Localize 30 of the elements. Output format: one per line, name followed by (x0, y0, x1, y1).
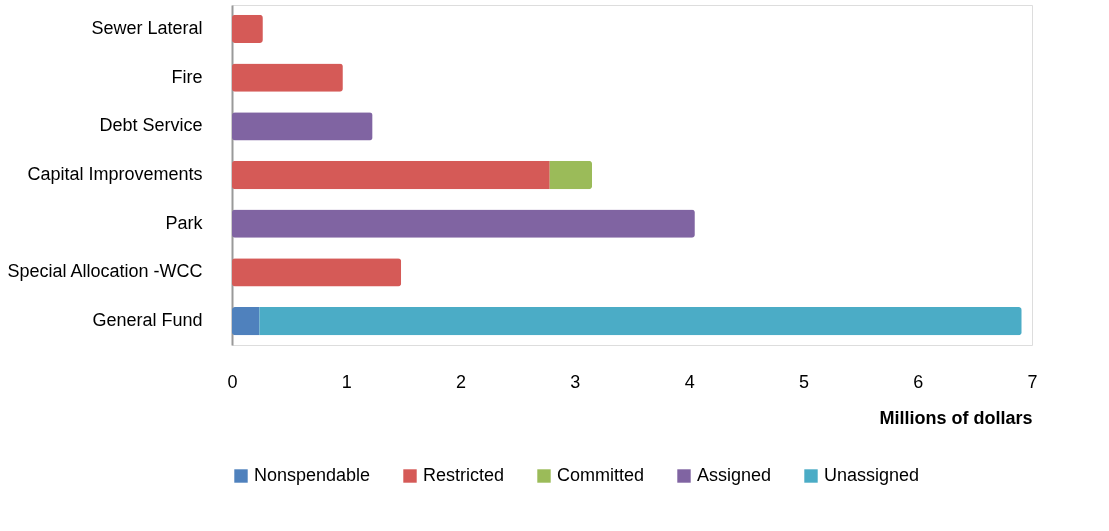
legend-label: Unassigned (824, 465, 920, 485)
y-tick-label: Sewer Lateral (91, 17, 203, 38)
x-tick-label: 0 (227, 371, 238, 392)
y-tick-label: Debt Service (99, 115, 203, 136)
bar (232, 160, 550, 190)
y-tick-label: Capital Improvements (27, 164, 203, 184)
legend-label: Committed (557, 465, 645, 485)
legend-label: Nonspendable (254, 465, 371, 485)
x-tick-label: 1 (341, 371, 352, 392)
x-tick-label: 6 (913, 371, 924, 392)
bar (232, 63, 343, 92)
y-tick-label: Park (165, 212, 204, 233)
legend-label: Assigned (697, 465, 772, 485)
bar (232, 307, 260, 336)
x-tick-label: 5 (798, 371, 809, 392)
y-tick-label: Fire (171, 66, 203, 87)
bar (259, 307, 1022, 336)
bar (232, 258, 402, 287)
bar (232, 209, 695, 238)
bar (549, 160, 592, 190)
bar (232, 112, 373, 141)
y-tick-label: Special Allocation -WCC (7, 261, 203, 282)
x-tick-label: 7 (1027, 371, 1038, 392)
legend-label: Restricted (423, 465, 505, 485)
x-tick-label: 4 (684, 371, 695, 392)
x-tick-label: 3 (570, 371, 581, 392)
x-axis-title: Millions of dollars (879, 407, 1033, 428)
bar (232, 14, 263, 43)
y-tick-label: General Fund (92, 310, 203, 331)
x-tick-label: 2 (456, 371, 467, 392)
